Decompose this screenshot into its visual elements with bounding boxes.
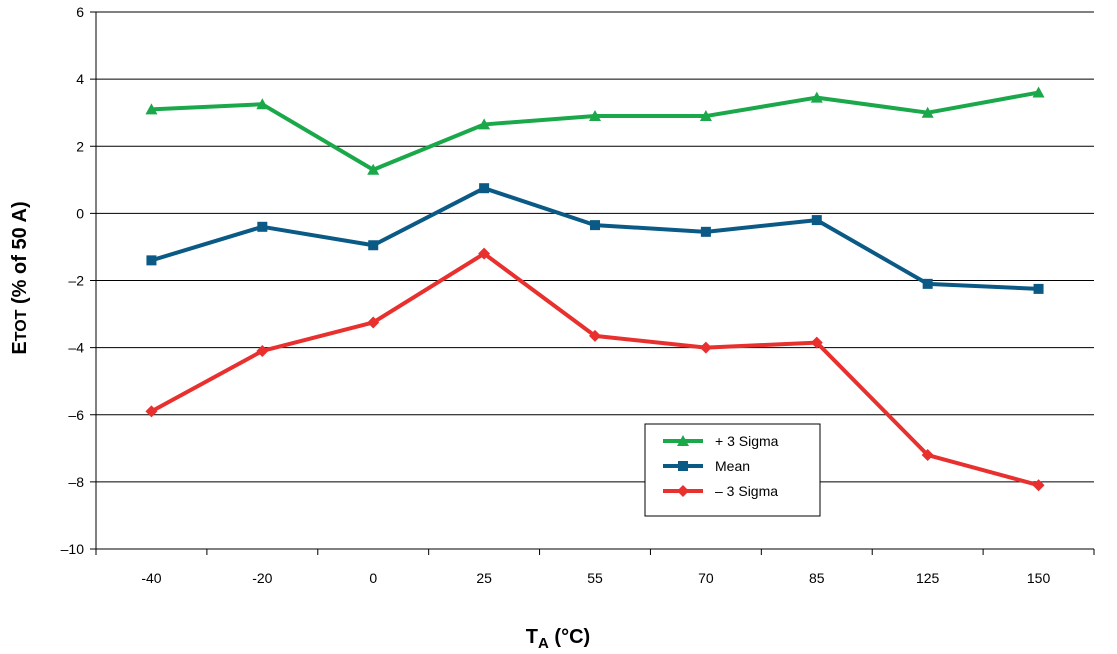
x-axis-title: TA (°C) xyxy=(526,626,590,652)
x-tick-label: 125 xyxy=(916,570,940,586)
data-point xyxy=(367,163,380,175)
grid-lines xyxy=(96,11,1094,483)
series xyxy=(145,86,1045,175)
data-point xyxy=(478,118,491,130)
x-tick-label: 85 xyxy=(809,570,825,586)
data-point xyxy=(1032,479,1045,492)
data-point xyxy=(145,103,158,115)
legend-label: Mean xyxy=(715,458,750,474)
x-tick-label: 70 xyxy=(698,570,714,586)
y-tick-label: –6 xyxy=(68,407,84,423)
x-tick-label: 25 xyxy=(476,570,492,586)
data-point xyxy=(590,220,600,231)
series-line xyxy=(151,90,1039,172)
data-point xyxy=(589,329,601,342)
data-point xyxy=(146,255,157,266)
data-point xyxy=(478,247,491,260)
series-group xyxy=(145,86,1045,492)
y-tick-label: –4 xyxy=(68,340,84,356)
data-point xyxy=(810,336,823,349)
data-point xyxy=(256,344,269,357)
y-tick-label: –2 xyxy=(68,273,84,289)
data-point xyxy=(678,461,688,471)
data-point xyxy=(810,91,823,103)
y-tick-label: 0 xyxy=(76,205,84,221)
y-axis-title: ETOT (% of 50 A) xyxy=(9,201,31,354)
legend: + 3 Sigma Mean – 3 Sigma xyxy=(644,423,821,517)
legend-label: – 3 Sigma xyxy=(715,483,778,499)
series xyxy=(145,247,1045,492)
data-point xyxy=(1032,86,1045,98)
data-point xyxy=(145,405,158,418)
data-point xyxy=(699,110,712,122)
x-tick-label: -40 xyxy=(141,570,161,586)
x-tick-label: 150 xyxy=(1027,570,1051,586)
axes xyxy=(90,11,1095,555)
data-point xyxy=(367,316,380,329)
data-point xyxy=(256,98,269,110)
y-tick-label: –10 xyxy=(61,541,85,557)
data-point xyxy=(921,449,934,462)
data-point xyxy=(677,435,689,446)
data-point xyxy=(1033,283,1044,294)
x-tick-label: -20 xyxy=(252,570,272,586)
x-tick-labels: -40 -20 0 25 55 70 85 125 150 xyxy=(141,570,1050,586)
data-point xyxy=(677,485,689,497)
y-tick-labels: 6 4 2 0 –2 –4 –6 –8 –10 xyxy=(61,4,85,557)
data-point xyxy=(811,215,822,226)
x-tick-label: 55 xyxy=(587,570,603,586)
y-tick-label: 4 xyxy=(76,71,84,87)
data-point xyxy=(700,226,711,237)
data-point xyxy=(479,183,490,194)
series-line xyxy=(150,251,1040,488)
y-tick-label: 2 xyxy=(76,138,84,154)
series-line xyxy=(150,186,1039,291)
data-point xyxy=(257,221,268,232)
x-tick-label: 0 xyxy=(369,570,377,586)
series xyxy=(146,183,1044,294)
legend-label: + 3 Sigma xyxy=(715,433,779,449)
data-point xyxy=(921,106,934,118)
data-point xyxy=(589,110,601,122)
y-tick-label: –8 xyxy=(68,474,84,490)
data-point xyxy=(922,278,933,289)
data-point xyxy=(368,240,379,251)
y-tick-label: 6 xyxy=(76,4,84,20)
data-point xyxy=(699,341,712,354)
